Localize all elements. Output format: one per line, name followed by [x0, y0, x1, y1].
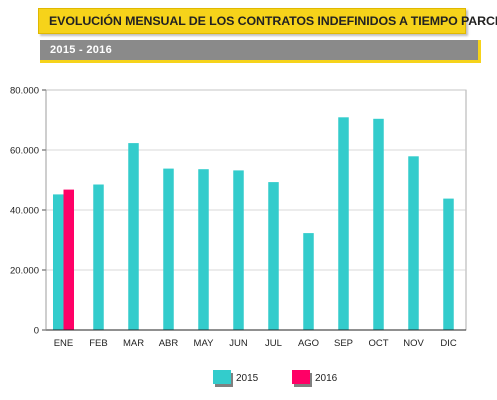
- bar-2015-feb: [93, 184, 104, 330]
- legend: 2015 2016: [213, 370, 338, 387]
- period-label: 2015 - 2016: [50, 44, 113, 56]
- period-bar: 2015 - 2016: [40, 40, 481, 63]
- chart-title-bar: EVOLUCIÓN MENSUAL DE LOS CONTRATOS INDEF…: [38, 8, 497, 34]
- bar-2015-mar: [128, 143, 139, 330]
- grid-lines: [46, 89, 466, 271]
- bar-2015-ago: [303, 233, 314, 330]
- legend-swatch-2015: [213, 370, 231, 384]
- x-tick-label: OCT: [368, 338, 388, 349]
- x-tick-label: MAY: [194, 338, 215, 349]
- bar-2015-dic: [443, 198, 454, 330]
- x-tick-label: ABR: [159, 338, 179, 349]
- x-axis-ticks: ENE FEB MAR ABR MAY JUN JUL AGO SEP OCT NOV DIC: [54, 338, 457, 349]
- legend-swatch-2016: [292, 370, 310, 384]
- x-tick-label: JUN: [229, 338, 248, 349]
- bar-2015-nov: [408, 156, 419, 330]
- x-tick-label: FEB: [89, 338, 107, 349]
- bar-2016-ene: [63, 189, 74, 330]
- legend-label-2015: 2015: [236, 373, 259, 384]
- bars: [53, 117, 454, 330]
- bar-2015-may: [198, 169, 209, 330]
- bar-2015-abr: [163, 168, 174, 330]
- x-tick-label: ENE: [54, 338, 74, 349]
- x-tick-label: AGO: [298, 338, 319, 349]
- y-tick-label: 40.000: [10, 206, 39, 217]
- x-tick-label: DIC: [440, 338, 457, 349]
- bar-2015-sep: [338, 117, 349, 330]
- x-tick-label: MAR: [123, 338, 144, 349]
- x-tick-label: NOV: [403, 338, 424, 349]
- y-tick-label: 0: [34, 326, 39, 337]
- bar-2015-oct: [373, 118, 384, 330]
- y-tick-label: 80.000: [10, 86, 39, 97]
- bar-2015-jun: [233, 170, 244, 330]
- x-tick-label: SEP: [334, 338, 353, 349]
- y-tick-label: 60.000: [10, 146, 39, 157]
- bar-2015-ene: [53, 194, 64, 330]
- bar-2015-jul: [268, 182, 279, 330]
- y-axis-ticks: 0 20.000 40.000 60.000 80.000: [10, 86, 46, 337]
- x-tick-label: JUL: [265, 338, 282, 349]
- y-tick-label: 20.000: [10, 266, 39, 277]
- chart-title: EVOLUCIÓN MENSUAL DE LOS CONTRATOS INDEF…: [49, 14, 497, 28]
- legend-label-2016: 2016: [315, 373, 338, 384]
